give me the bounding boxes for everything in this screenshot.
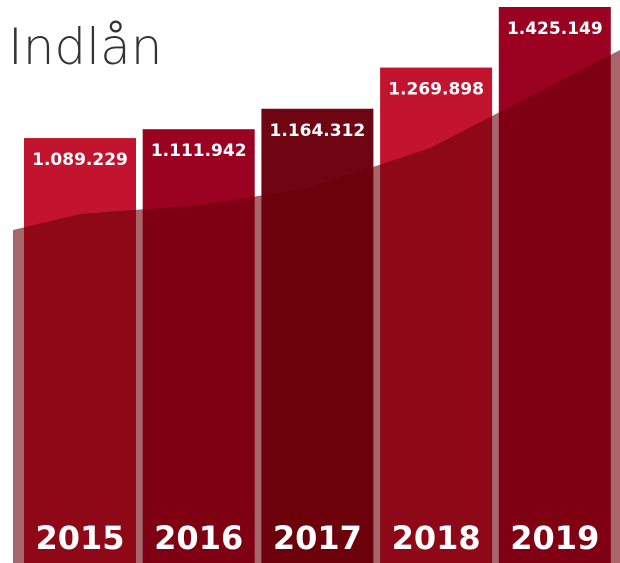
- value-label: 1.269.898: [388, 80, 484, 100]
- x-tick-label: 2019: [510, 519, 599, 557]
- chart-title: Indlån: [8, 18, 162, 76]
- value-label: 1.425.149: [507, 19, 603, 39]
- value-label: 1.089.229: [32, 150, 128, 170]
- x-tick-label: 2015: [35, 519, 124, 557]
- value-label: 1.164.312: [270, 121, 366, 141]
- value-label: 1.111.942: [151, 141, 247, 161]
- labels: 1.089.229 2015 1.111.942 2016 1.164.312 2017 1…: [32, 19, 603, 557]
- x-tick-label: 2016: [154, 519, 243, 557]
- x-tick-label: 2018: [392, 519, 481, 557]
- trend-area: [13, 50, 620, 563]
- x-tick-label: 2017: [273, 519, 362, 557]
